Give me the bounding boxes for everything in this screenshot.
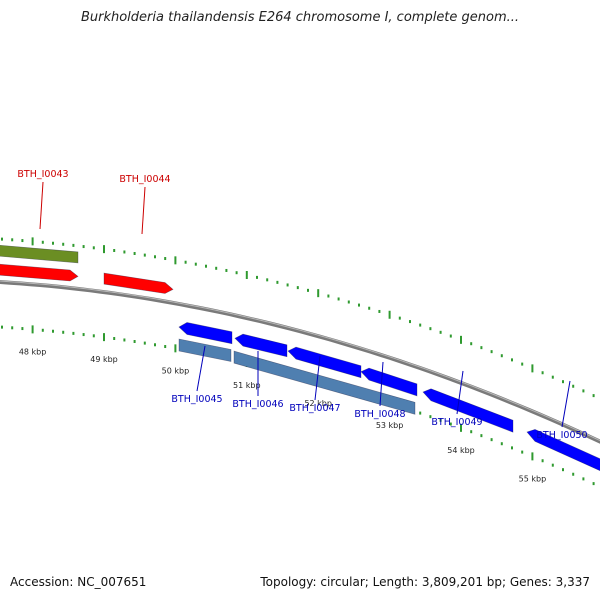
gene-bth_i0046-label[interactable]: BTH_I0046 <box>232 399 283 410</box>
gene-reverse-steel[interactable] <box>233 350 416 415</box>
gene-bth_i0045[interactable] <box>178 322 233 345</box>
kbp-scale-label: 53 kbp <box>376 421 404 430</box>
chromosome-backbone <box>0 279 600 444</box>
gene-bth_i0050-leader-line <box>561 380 571 428</box>
kbp-scale-label: 49 kbp <box>90 355 118 364</box>
gene-forward-olive[interactable] <box>0 244 79 264</box>
gene-bth_i0043[interactable] <box>0 263 79 282</box>
gene-bth_i0044[interactable] <box>103 272 174 294</box>
gene-bth_i0049-label[interactable]: BTH_I0049 <box>431 417 482 428</box>
gene-bth_i0047-leader-line <box>314 355 321 401</box>
gene-bth_i0044-leader-line <box>141 186 146 235</box>
kbp-scale-label: 50 kbp <box>162 366 190 375</box>
kbp-scale-label: 48 kbp <box>19 347 47 356</box>
gene-bth_i0043-label[interactable]: BTH_I0043 <box>17 169 68 180</box>
gene-bth_i0049-leader-line <box>456 370 464 415</box>
kbp-scale-label: 55 kbp <box>519 474 547 483</box>
gene-bth_i0048[interactable] <box>360 367 418 397</box>
chromosome-backbone-highlight <box>0 280 600 442</box>
gene-bth_i0044-label[interactable]: BTH_I0044 <box>119 174 170 185</box>
gene-bth_i0045-label[interactable]: BTH_I0045 <box>171 394 222 405</box>
gene-bth_i0047-label[interactable]: BTH_I0047 <box>289 403 340 414</box>
kbp-scale-label: 54 kbp <box>447 446 475 455</box>
accession-text: Accession: NC_007651 <box>10 575 147 589</box>
gene-bth_i0045-leader-line <box>196 345 206 392</box>
map-title: Burkholderia thailandensis E264 chromoso… <box>80 10 520 25</box>
gene-bth_i0043-leader-line <box>39 181 44 230</box>
gene-bth_i0049[interactable] <box>422 388 514 433</box>
gene-bth_i0046[interactable] <box>234 333 288 358</box>
gene-bth_i0048-leader-line <box>379 361 384 407</box>
gene-bth_i0050-label[interactable]: BTH_I0050 <box>536 430 587 441</box>
kbp-scale-label: 51 kbp <box>233 381 261 390</box>
gene-reverse-steel[interactable] <box>178 338 232 362</box>
kbp-scale-label: 52 kbp <box>304 399 332 408</box>
topology-text: Topology: circular; Length: 3,809,201 bp… <box>260 575 590 589</box>
gene-bth_i0050[interactable] <box>526 429 600 475</box>
gene-bth_i0048-label[interactable]: BTH_I0048 <box>354 409 405 420</box>
